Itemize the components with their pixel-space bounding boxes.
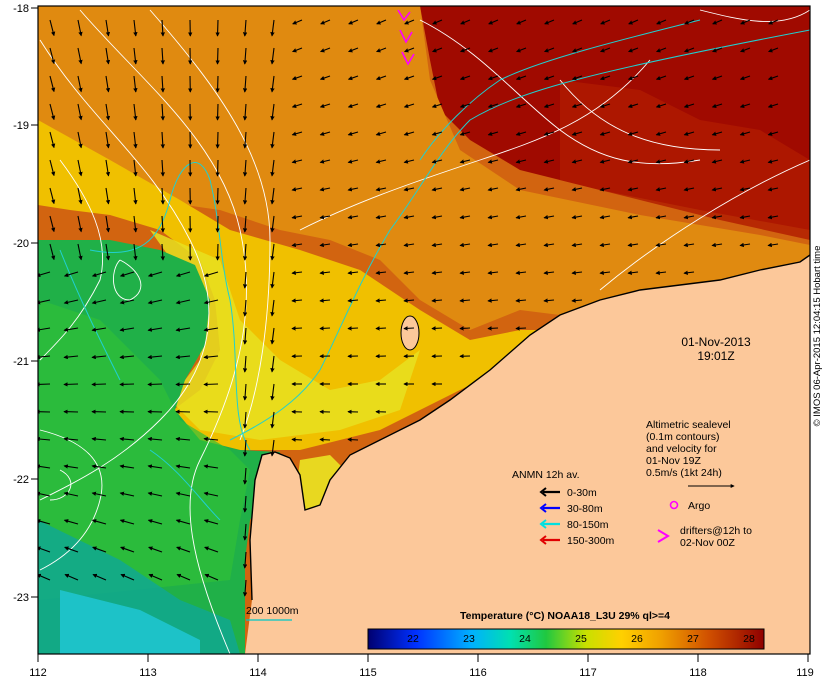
lon-tick-label: 115 — [359, 667, 377, 679]
colorbar-tick: 25 — [575, 633, 587, 645]
lat-tick-label: -21 — [13, 356, 29, 368]
lat-tick-label: -20 — [13, 238, 29, 250]
velocity-arrow — [404, 328, 414, 329]
sst-field — [36, 6, 810, 654]
lat-tick-label: -22 — [13, 474, 29, 486]
velocity-arrow — [218, 104, 219, 120]
colorbar-title: Temperature (°C) NOAA18_L3U 29% ql>=4 — [460, 610, 670, 622]
velocity-arrow — [292, 328, 302, 329]
velocity-arrow — [460, 328, 470, 329]
lat-tick-label: -19 — [13, 120, 29, 132]
velocity-arrow — [488, 328, 498, 329]
velocity-arrow — [120, 384, 134, 385]
altimetry-line: 01-Nov 19Z — [646, 455, 701, 467]
colorbar-tick: 27 — [687, 633, 699, 645]
colorbar-tick: 24 — [519, 633, 531, 645]
anmn-label: 30-80m — [567, 503, 603, 515]
velocity-arrow — [320, 328, 330, 329]
velocity-arrow — [348, 328, 358, 329]
bathymetry-label: 200 1000m — [246, 605, 299, 617]
colorbar-tick: 23 — [463, 633, 475, 645]
altimetry-line: Altimetric sealevel — [646, 419, 731, 431]
lon-tick-label: 113 — [139, 667, 157, 679]
lon-tick-label: 112 — [29, 667, 47, 679]
velocity-arrow — [92, 384, 106, 385]
velocity-arrow — [292, 439, 302, 440]
velocity-arrow — [204, 384, 218, 385]
velocity-arrow — [218, 244, 219, 260]
lon-axis: 112 113 114 115 116 117 118 119 — [29, 654, 814, 679]
lon-tick-label: 117 — [579, 667, 597, 679]
velocity-arrow — [218, 48, 219, 64]
velocity-arrow — [376, 328, 386, 329]
date-label: 01-Nov-2013 — [681, 335, 751, 349]
velocity-arrow — [64, 384, 78, 385]
anmn-label: 80-150m — [567, 519, 609, 531]
altimetry-line: 0.5m/s (1kt 24h) — [646, 467, 722, 479]
drifters-label: drifters@12h to — [680, 525, 752, 537]
time-label: 19:01Z — [697, 349, 734, 363]
anmn-label: 150-300m — [567, 535, 615, 547]
argo-label: Argo — [688, 500, 710, 512]
altimetry-line: and velocity for — [646, 443, 717, 455]
velocity-arrow — [218, 188, 219, 204]
velocity-arrow — [218, 132, 219, 148]
colorbar-tick: 28 — [743, 633, 755, 645]
anmn-label: 0-30m — [567, 487, 597, 499]
velocity-arrow — [432, 328, 442, 329]
copyright-side-text: © IMOS 06-Apr-2015 12:04:15 Hobart time — [812, 0, 823, 676]
velocity-arrow — [348, 439, 358, 440]
lat-tick-label: -18 — [13, 3, 29, 15]
velocity-arrow — [148, 384, 162, 385]
lat-axis: -18 -19 -20 -21 -22 -23 — [13, 3, 38, 604]
velocity-arrow — [320, 439, 330, 440]
velocity-arrow — [218, 20, 219, 36]
colorbar-tick: 26 — [631, 633, 643, 645]
lon-tick-label: 116 — [469, 667, 487, 679]
velocity-arrow — [176, 384, 190, 385]
lon-tick-label: 118 — [689, 667, 707, 679]
colorbar-ramp — [368, 629, 764, 649]
velocity-arrow — [218, 216, 219, 232]
lon-tick-label: 114 — [249, 667, 267, 679]
altimetry-line: (0.1m contours) — [646, 431, 720, 443]
drifters-label: 02-Nov 00Z — [680, 537, 735, 549]
velocity-arrow — [218, 160, 219, 176]
anmn-title: ANMN 12h av. — [512, 469, 580, 481]
colorbar-tick: 22 — [407, 633, 419, 645]
velocity-arrow — [516, 328, 526, 329]
lat-tick-label: -23 — [13, 592, 29, 604]
velocity-arrow — [218, 76, 219, 92]
